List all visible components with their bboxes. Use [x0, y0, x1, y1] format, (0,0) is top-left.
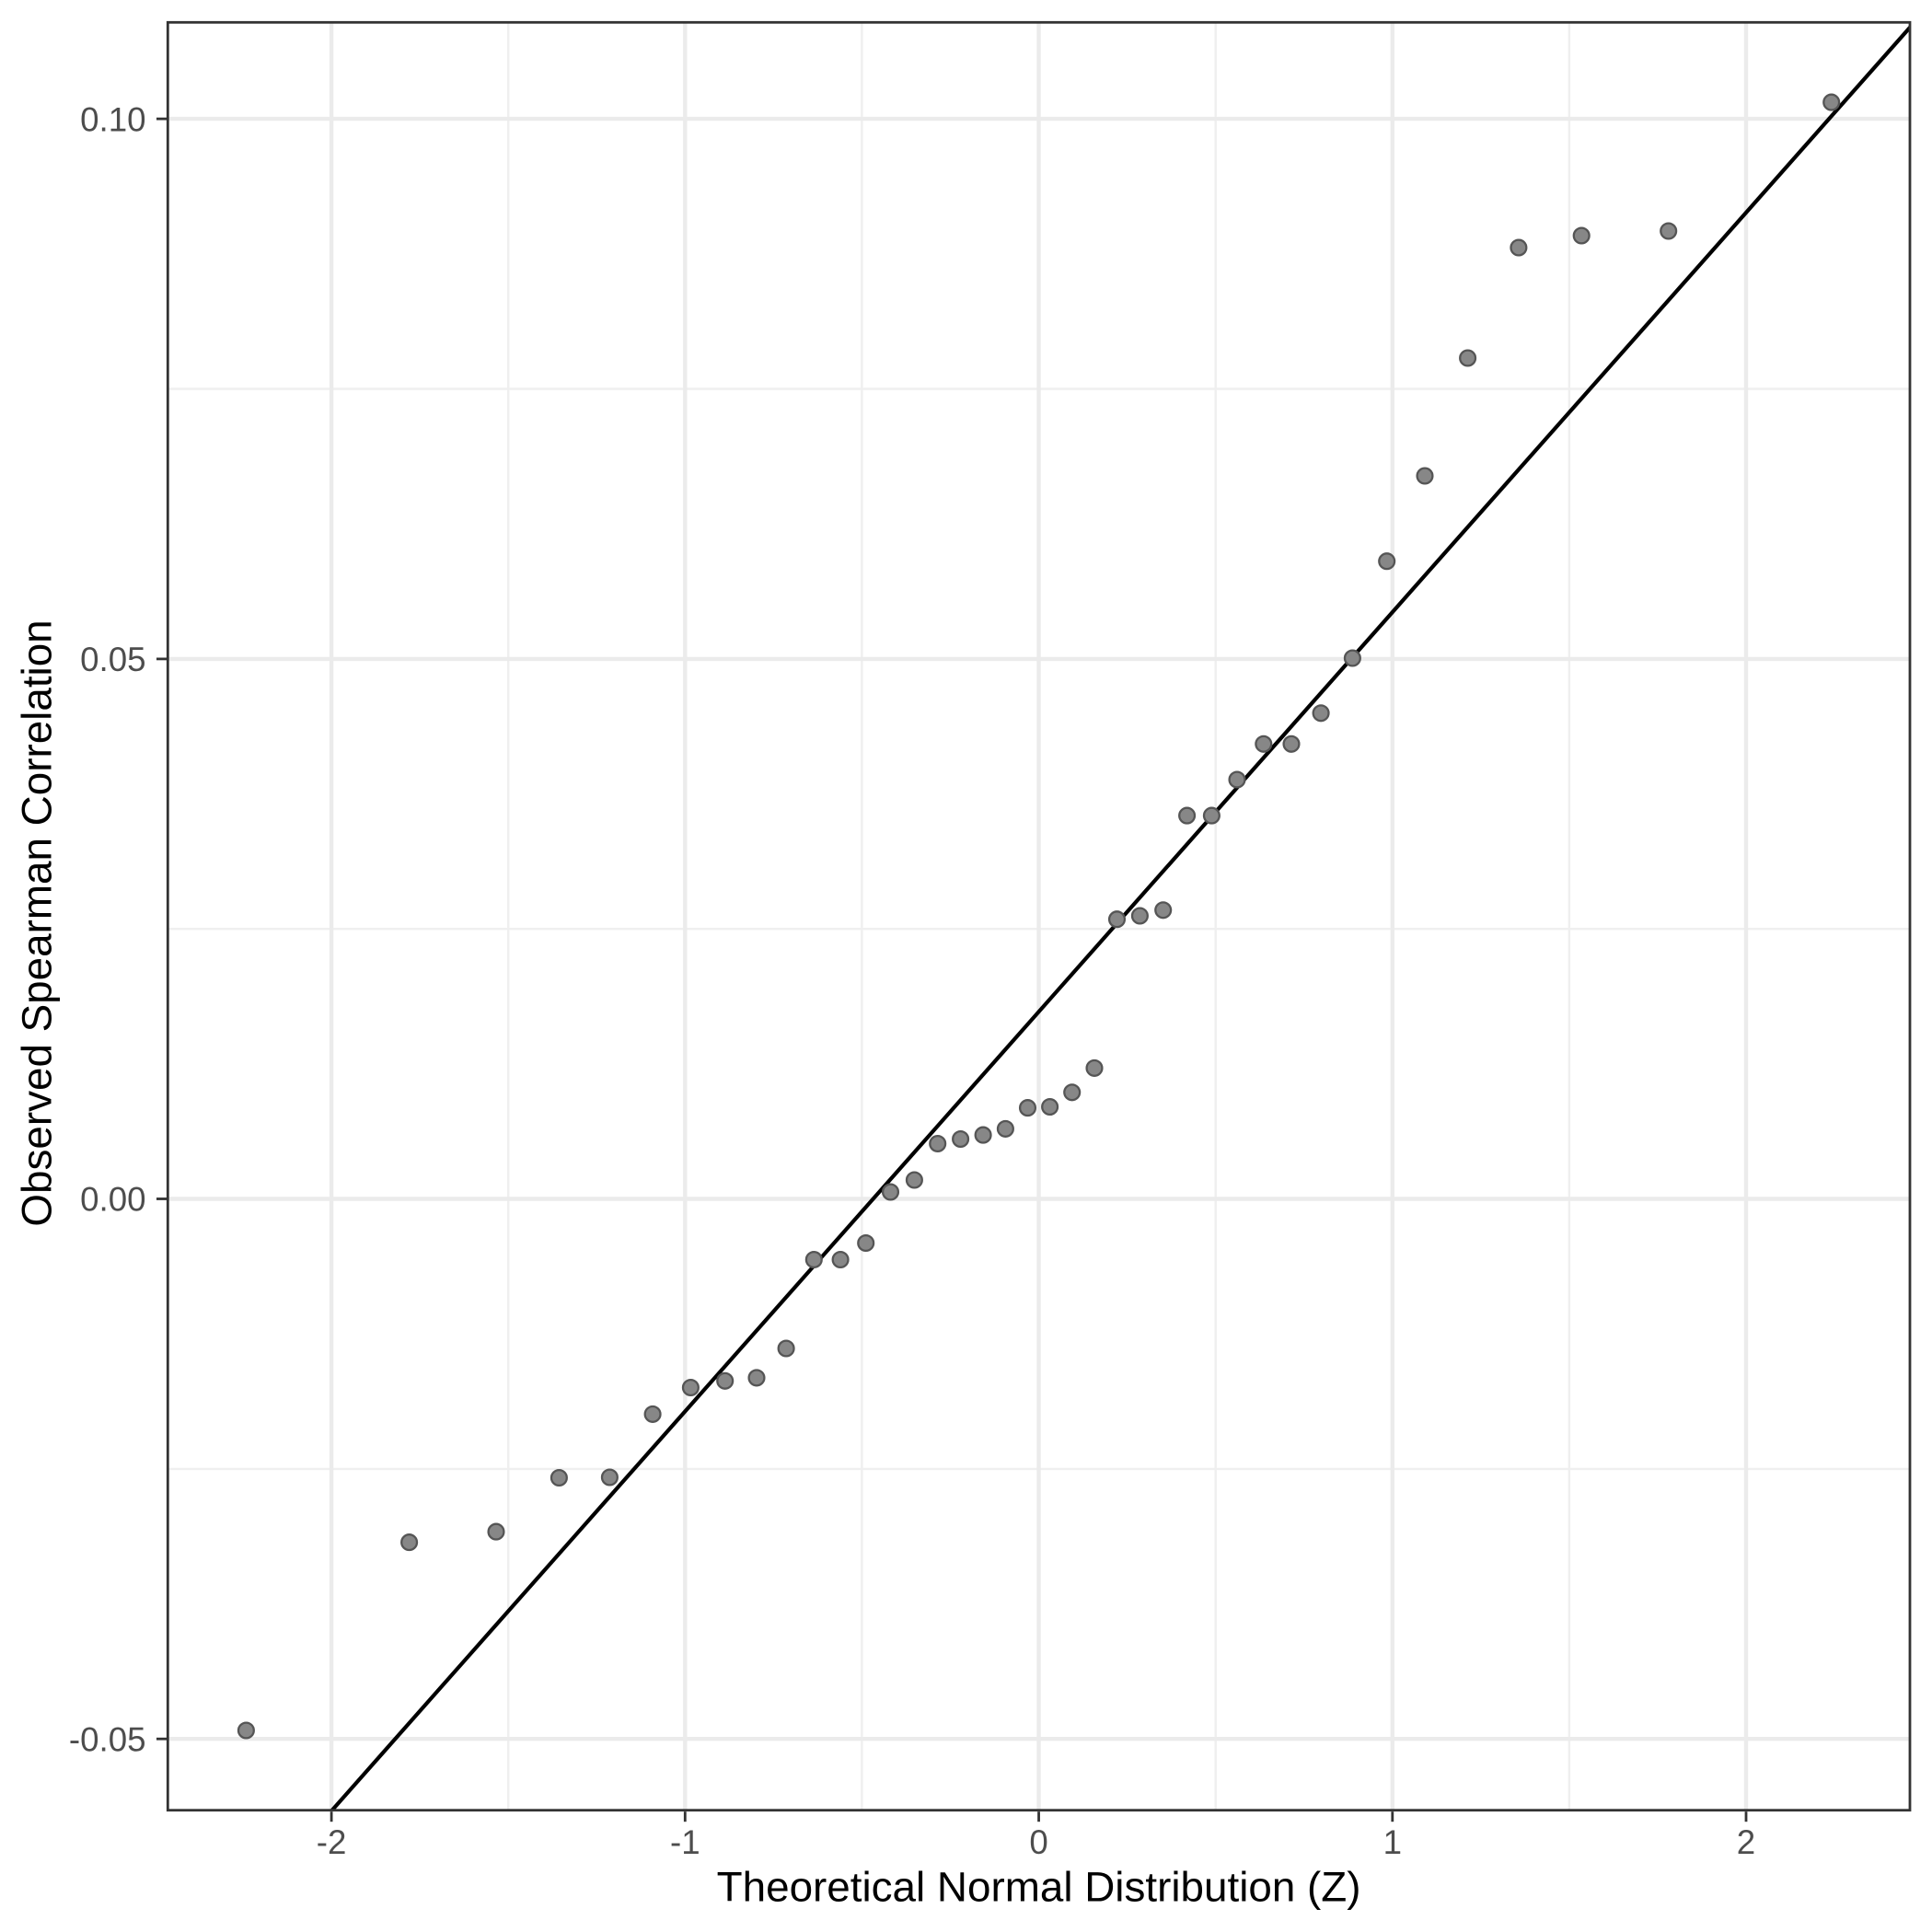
svg-text:-0.05: -0.05 — [69, 1720, 146, 1758]
svg-text:0.10: 0.10 — [80, 100, 145, 138]
svg-text:0.00: 0.00 — [80, 1181, 145, 1219]
svg-text:-1: -1 — [670, 1823, 700, 1861]
svg-text:2: 2 — [1737, 1823, 1755, 1861]
svg-text:1: 1 — [1383, 1823, 1402, 1861]
svg-text:0.05: 0.05 — [80, 641, 145, 678]
svg-text:0: 0 — [1029, 1823, 1047, 1861]
svg-text:Theoretical Normal Distributio: Theoretical Normal Distribution (Z) — [717, 1864, 1361, 1911]
svg-text:Observed Spearman Correlation: Observed Spearman Correlation — [13, 619, 60, 1226]
svg-text:-2: -2 — [317, 1823, 347, 1861]
